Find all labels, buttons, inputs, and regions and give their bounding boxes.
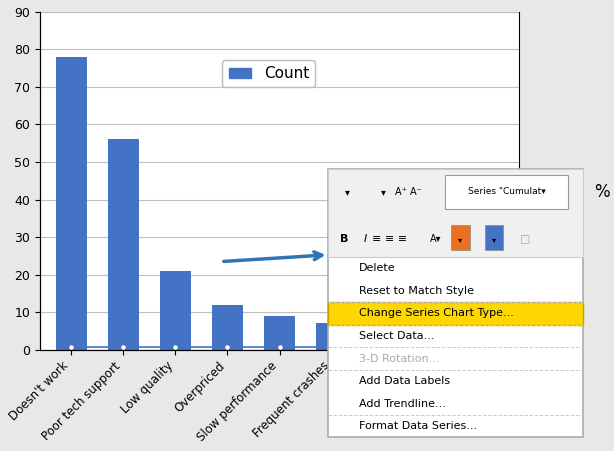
Text: A⁺ A⁻: A⁺ A⁻ [395, 187, 422, 197]
Text: ▾: ▾ [344, 187, 349, 197]
Point [119, 343, 128, 350]
Text: I: I [363, 235, 367, 244]
Point [483, 343, 493, 350]
Text: ◻: ◻ [520, 233, 530, 246]
Bar [420, 342, 451, 350]
Bar [160, 271, 191, 350]
Bar [55, 57, 87, 350]
Bar [107, 139, 139, 350]
Text: Series "Cumulat▾: Series "Cumulat▾ [468, 187, 545, 196]
Text: ▾: ▾ [492, 235, 496, 244]
Text: Add Trendline...: Add Trendline... [359, 399, 446, 409]
Text: Format Data Series...: Format Data Series... [359, 421, 477, 431]
Point [431, 343, 441, 350]
Bar [264, 316, 295, 350]
Point [222, 343, 232, 350]
Point [379, 343, 389, 350]
Point [66, 343, 76, 350]
Text: Delete: Delete [359, 263, 396, 273]
Bar [316, 323, 348, 350]
Text: B: B [340, 235, 348, 244]
Text: ▾: ▾ [459, 235, 462, 244]
Text: Add Data Labels: Add Data Labels [359, 376, 450, 386]
Point [327, 343, 336, 350]
Text: ▾: ▾ [381, 187, 386, 197]
Y-axis label: %: % [519, 181, 534, 196]
Point [274, 343, 284, 350]
Text: Reset to Match Style: Reset to Match Style [359, 286, 474, 296]
Legend: Count: Count [222, 60, 315, 87]
Bar [368, 331, 399, 350]
Text: %: % [594, 183, 610, 201]
Text: A▾: A▾ [430, 235, 441, 244]
Bar [212, 304, 243, 350]
Text: Change Series Chart Type...: Change Series Chart Type... [359, 308, 514, 318]
Bar [472, 342, 503, 350]
Point [171, 343, 181, 350]
Text: ≡ ≡ ≡: ≡ ≡ ≡ [372, 235, 408, 244]
Text: 3-D Rotation...: 3-D Rotation... [359, 354, 440, 364]
Text: Select Data...: Select Data... [359, 331, 435, 341]
